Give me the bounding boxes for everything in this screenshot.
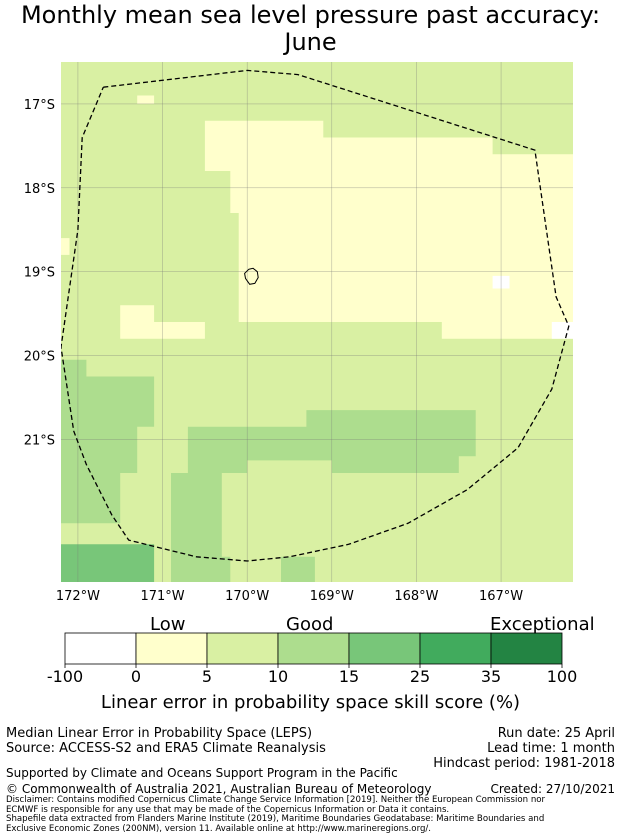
- colorbar-tick-label: 100: [546, 667, 578, 686]
- footer-copyright: © Commonwealth of Australia 2021, Austra…: [6, 782, 432, 796]
- shapefile-line-1: Shapefile data extracted from Flanders M…: [6, 814, 545, 825]
- skill-region-2: [137, 95, 155, 104]
- colorbar-segment: [348, 632, 421, 665]
- colorbar-tick-label: 15: [338, 667, 360, 686]
- colorbar-segment: [419, 632, 492, 665]
- title-line-2: June: [284, 28, 337, 56]
- colorbar-tick-label: 5: [201, 667, 213, 686]
- footer-source: Source: ACCESS-S2 and ERA5 Climate Reana…: [6, 741, 326, 756]
- lat-tick-label: 20°S: [24, 350, 55, 365]
- footer-lead-time: Lead time: 1 month: [487, 741, 615, 756]
- lon-tick-label: 171°W: [140, 589, 184, 604]
- lat-tick-label: 19°S: [24, 266, 55, 281]
- colorbar-segment: [490, 632, 563, 665]
- colorbar-tick-label: 25: [409, 667, 431, 686]
- colorbar-tick-label: 0: [130, 667, 142, 686]
- disclaimer-line-1: Disclaimer: Contains modified Copernicus…: [6, 795, 546, 805]
- legend-category-good: Good: [286, 614, 334, 635]
- footer-leps: Median Linear Error in Probability Space…: [6, 726, 313, 741]
- colorbar-tick-label: -100: [46, 667, 84, 686]
- lon-tick-label: 169°W: [310, 589, 354, 604]
- colorbar-title: Linear error in probability space skill …: [100, 692, 521, 713]
- island-outline: [244, 267, 259, 285]
- map-axes: 17°S 18°S 19°S 20°S 21°S 172°W 171°W 170°W 169°W…: [24, 98, 524, 604]
- colorbar: [64, 632, 563, 668]
- skill-region-9: [61, 544, 155, 582]
- lon-tick-label: 167°W: [479, 589, 523, 604]
- eez-boundary: [61, 69, 570, 562]
- skill-region-0: [204, 120, 573, 339]
- map-area: [61, 62, 573, 582]
- colorbar-tick-label: 35: [480, 667, 502, 686]
- legend-category-low: Low: [150, 614, 186, 635]
- skill-region-8: [281, 556, 315, 582]
- colorbar-segment: [64, 632, 137, 665]
- shapefile-line-2: Exclusive Economic Zones (200NM), versio…: [6, 823, 432, 834]
- skill-region-3: [61, 238, 70, 255]
- footer-hindcast: Hindcast period: 1981-2018: [433, 756, 615, 771]
- lat-tick-label: 18°S: [24, 182, 55, 197]
- colorbar-segment: [206, 632, 279, 665]
- lon-tick-label: 168°W: [394, 589, 438, 604]
- lon-tick-label: 172°W: [56, 589, 100, 604]
- lat-tick-label: 17°S: [24, 98, 55, 113]
- lat-tick-label: 21°S: [24, 433, 55, 448]
- disclaimer-line-2: ECMWF is responsible for any use that ma…: [6, 804, 450, 815]
- title-line-1: Monthly mean sea level pressure past acc…: [20, 1, 601, 29]
- chart-title: Monthly mean sea level pressure past acc…: [0, 2, 621, 56]
- footer-supported: Supported by Climate and Oceans Support …: [6, 766, 398, 780]
- colorbar-tick-label: 10: [267, 667, 289, 686]
- colorbar-segment: [135, 632, 208, 665]
- legend-category-exceptional: Exceptional: [490, 614, 595, 635]
- colorbar-segment: [277, 632, 350, 665]
- skill-region-5: [551, 322, 573, 339]
- footer-created: Created: 27/10/2021: [490, 782, 615, 796]
- skill-region-6: [61, 359, 155, 524]
- lon-tick-label: 170°W: [225, 589, 269, 604]
- footer-run-date: Run date: 25 April: [497, 726, 615, 741]
